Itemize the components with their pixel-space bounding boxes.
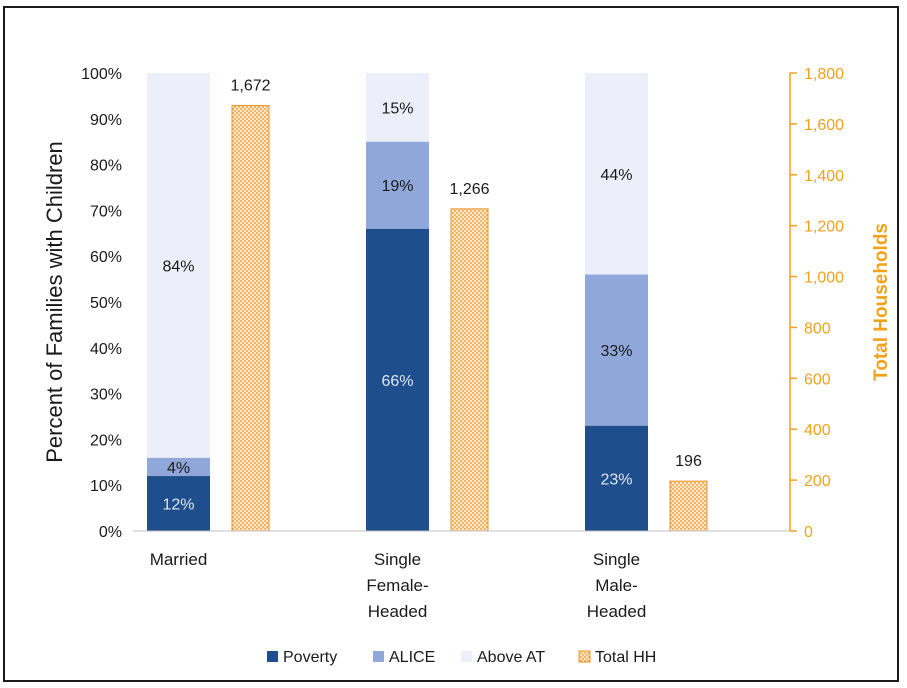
y2-tick-label: 0 xyxy=(804,524,813,541)
data-label-total-hh: 1,672 xyxy=(230,78,270,95)
data-label-poverty: 66% xyxy=(381,373,413,390)
y-tick-label: 60% xyxy=(90,249,122,266)
data-label-alice: 19% xyxy=(381,178,413,195)
data-label-above-at: 84% xyxy=(162,258,194,275)
bar-total-hh xyxy=(450,208,489,532)
y2-tick-label: 1,200 xyxy=(804,219,844,236)
legend-label-alice: ALICE xyxy=(389,649,435,666)
data-label-total-hh: 1,266 xyxy=(449,181,489,198)
category-label-line: Female- xyxy=(366,576,428,595)
bar-above-at xyxy=(585,73,648,275)
bar-total-hh xyxy=(669,480,708,532)
y2-axis-title: Total Households xyxy=(871,223,892,381)
category-label: Single Female- Headed xyxy=(366,550,428,621)
bar-alice xyxy=(585,274,648,426)
legend-swatch-above-at xyxy=(461,651,472,662)
y-tick-label: 10% xyxy=(90,478,122,495)
category-label-line: Headed xyxy=(368,602,428,621)
y-tick-label: 80% xyxy=(90,158,122,175)
y-tick-label: 90% xyxy=(90,112,122,129)
bar-alice xyxy=(147,457,210,477)
y2-tick-label: 600 xyxy=(804,371,831,388)
y2-tick-label: 1,800 xyxy=(804,66,844,83)
data-label-above-at: 15% xyxy=(381,100,413,117)
data-label-total-hh: 196 xyxy=(675,453,702,470)
legend-label-total-hh: Total HH xyxy=(595,649,656,666)
category-label-line: Headed xyxy=(587,602,647,621)
y-tick-label: 100% xyxy=(81,66,122,83)
legend-label-above-at: Above AT xyxy=(477,649,545,666)
y-tick-label: 50% xyxy=(90,295,122,312)
legend-swatch-alice xyxy=(373,651,384,662)
bar-total-hh xyxy=(231,105,270,532)
bar-poverty xyxy=(366,228,429,531)
y2-tick-label: 1,400 xyxy=(804,168,844,185)
y-tick-label: 20% xyxy=(90,432,122,449)
legend-swatch-total-hh xyxy=(578,650,591,663)
category-label: Married xyxy=(150,550,208,569)
y2-tick-label: 1,600 xyxy=(804,117,844,134)
bar-alice xyxy=(366,141,429,229)
legend-label-poverty: Poverty xyxy=(283,649,337,666)
category-label-line: Single xyxy=(593,550,640,569)
y-tick-label: 70% xyxy=(90,203,122,220)
bar-above-at xyxy=(147,73,210,458)
data-label-poverty: 23% xyxy=(600,471,632,488)
data-label-alice: 33% xyxy=(600,343,632,360)
y-tick-label: 40% xyxy=(90,341,122,358)
y-tick-label: 30% xyxy=(90,387,122,404)
y2-tick-label: 1,000 xyxy=(804,270,844,287)
y2-tick-label: 400 xyxy=(804,422,831,439)
data-label-poverty: 12% xyxy=(162,497,194,514)
legend-swatch-poverty xyxy=(267,651,278,662)
y-tick-label: 0% xyxy=(99,524,122,541)
category-label-line: Male- xyxy=(595,576,638,595)
bar-above-at xyxy=(366,73,429,142)
data-label-above-at: 44% xyxy=(600,167,632,184)
category-label-line: Married xyxy=(150,550,208,569)
y2-tick-label: 200 xyxy=(804,473,831,490)
y-axis-title: Percent of Families with Children xyxy=(42,141,67,463)
category-label-line: Single xyxy=(374,550,421,569)
data-label-alice: 4% xyxy=(167,460,190,477)
bar-poverty xyxy=(147,476,210,531)
category-label: Single Male- Headed xyxy=(587,550,647,621)
y2-tick-label: 800 xyxy=(804,320,831,337)
bar-poverty xyxy=(585,425,648,531)
